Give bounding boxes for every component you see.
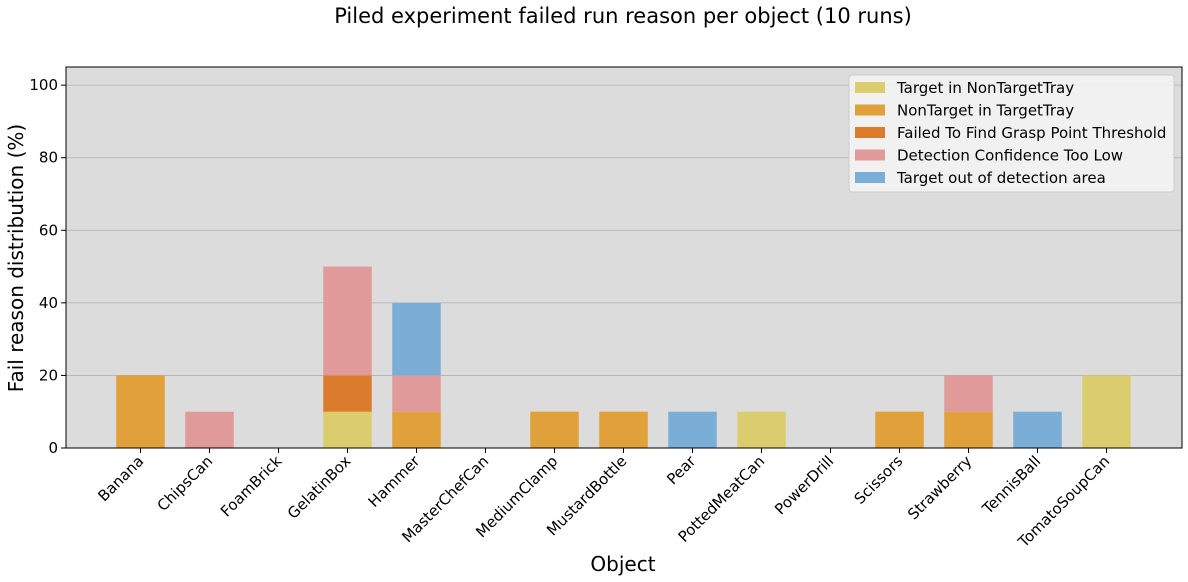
chart-title: Piled experiment failed run reason per o… xyxy=(334,4,912,28)
bar-segment xyxy=(944,375,993,412)
legend-swatch xyxy=(855,104,885,116)
y-tick-label: 80 xyxy=(39,149,58,167)
bar-segment xyxy=(1082,375,1131,448)
bar-segment xyxy=(323,411,372,448)
y-tick-label: 20 xyxy=(39,366,58,384)
bar-segment xyxy=(392,375,441,412)
bar-segment xyxy=(1013,411,1062,448)
bar-segment xyxy=(185,411,234,448)
bar-segment xyxy=(875,411,924,448)
x-tick-label: GelatinBox xyxy=(284,452,355,523)
y-tick-label: 0 xyxy=(48,439,58,457)
bar-segment xyxy=(323,375,372,412)
x-axis-label: Object xyxy=(590,552,655,576)
x-tick-label: FoamBrick xyxy=(217,452,286,521)
legend-label: Target out of detection area xyxy=(896,169,1106,187)
y-axis-label: Fail reason distribution (%) xyxy=(4,124,28,392)
legend-label: Target in NonTargetTray xyxy=(896,79,1074,97)
y-tick-label: 60 xyxy=(39,221,58,239)
legend-swatch xyxy=(855,172,885,183)
bar-segment xyxy=(530,411,579,448)
y-tick-label: 40 xyxy=(39,294,58,312)
y-axis-ticks: 0 20 40 60 80 100 xyxy=(29,76,66,457)
x-tick-label: ChipsCan xyxy=(154,452,217,515)
x-tick-label: Strawberry xyxy=(904,452,975,523)
x-tick-label: Pear xyxy=(663,452,700,489)
bar-segment xyxy=(392,302,441,376)
bar-segment xyxy=(116,375,165,448)
legend-label: Detection Confidence Too Low xyxy=(897,147,1123,165)
bar-segment xyxy=(392,411,441,448)
legend-swatch xyxy=(855,82,885,93)
grid-lines xyxy=(66,84,1182,376)
legend-swatch xyxy=(855,149,885,161)
y-tick-label: 100 xyxy=(29,76,58,94)
legend: Target in NonTargetTray NonTarget in Targ… xyxy=(848,74,1175,193)
bar-segment xyxy=(944,411,993,448)
bars xyxy=(116,266,1131,448)
legend-swatch xyxy=(855,127,885,138)
x-tick-label: Hammer xyxy=(365,452,424,511)
legend-label: NonTarget in TargetTray xyxy=(897,102,1074,120)
bar-segment xyxy=(668,411,717,448)
bar-segment xyxy=(323,266,372,376)
x-tick-label: Scissors xyxy=(851,452,907,508)
x-tick-label: PowerDrill xyxy=(771,452,837,518)
legend-label: Failed To Find Grasp Point Threshold xyxy=(897,124,1166,142)
x-tick-label: TennisBall xyxy=(978,452,1044,518)
x-tick-label: Banana xyxy=(94,452,147,505)
bar-segment xyxy=(599,411,648,448)
legend-box xyxy=(848,74,1175,193)
bar-segment xyxy=(737,411,786,448)
